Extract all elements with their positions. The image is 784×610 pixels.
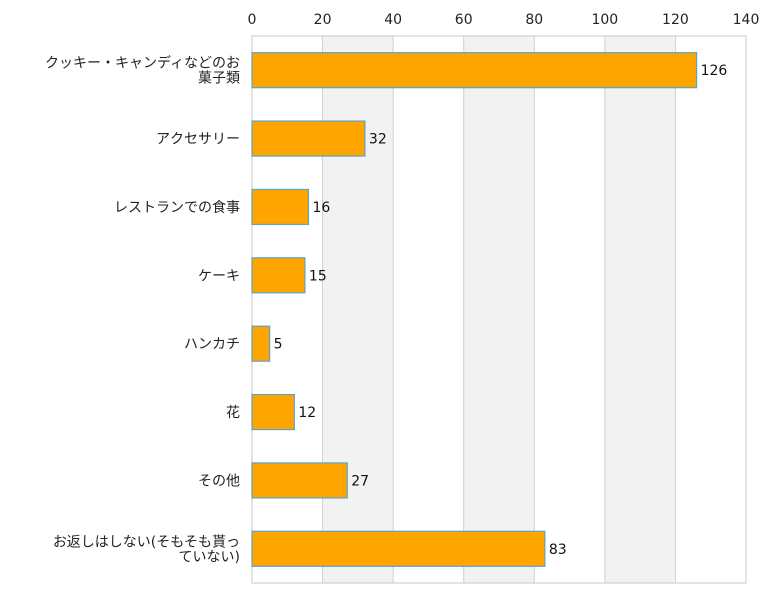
x-tick-label: 40 — [384, 12, 402, 28]
x-tick-label: 20 — [314, 12, 332, 28]
bar — [251, 462, 348, 499]
bar — [251, 188, 310, 226]
grid-band — [604, 36, 676, 583]
bar — [251, 530, 546, 567]
bar — [251, 52, 698, 89]
x-axis-ticks: 0 20 40 60 80 100 120 140 — [248, 12, 760, 28]
x-tick-label: 100 — [591, 12, 618, 28]
data-label: 32 — [369, 132, 387, 148]
bar — [251, 393, 295, 431]
category-label: レストランでの食事 — [114, 199, 240, 216]
category-labels: クッキー・キャンディなどのお菓子類アクセサリーレストランでの食事ケーキハンカチ花… — [45, 55, 240, 566]
category-label: お返しはしない(そもそも貰っていない) — [53, 534, 240, 565]
category-label: その他 — [198, 473, 240, 489]
category-label: 花 — [226, 405, 240, 421]
x-tick-label: 60 — [455, 12, 473, 28]
bar — [251, 325, 271, 362]
plot-bands — [322, 36, 676, 583]
grid-band — [322, 36, 394, 583]
grid-band — [463, 36, 535, 583]
category-label: ハンカチ — [184, 337, 240, 353]
x-tick-label: 80 — [525, 12, 543, 28]
bar — [251, 120, 366, 157]
x-tick-label: 140 — [733, 12, 760, 28]
data-label: 83 — [549, 542, 567, 558]
bars — [251, 52, 698, 567]
data-label: 27 — [351, 473, 369, 489]
data-label: 126 — [701, 63, 728, 79]
category-label: アクセサリー — [156, 132, 240, 148]
x-tick-label: 120 — [662, 12, 689, 28]
data-label: 15 — [309, 268, 327, 284]
x-tick-label: 0 — [248, 12, 257, 28]
data-label: 12 — [298, 405, 316, 421]
data-label: 16 — [312, 200, 330, 216]
category-label: ケーキ — [198, 268, 240, 284]
data-labels: 126 32 16 15 5 12 27 83 — [274, 63, 728, 558]
plot-frame — [251, 35, 747, 584]
category-label: クッキー・キャンディなどのお菓子類 — [45, 55, 240, 87]
bar — [251, 257, 306, 294]
data-label: 5 — [274, 337, 283, 353]
